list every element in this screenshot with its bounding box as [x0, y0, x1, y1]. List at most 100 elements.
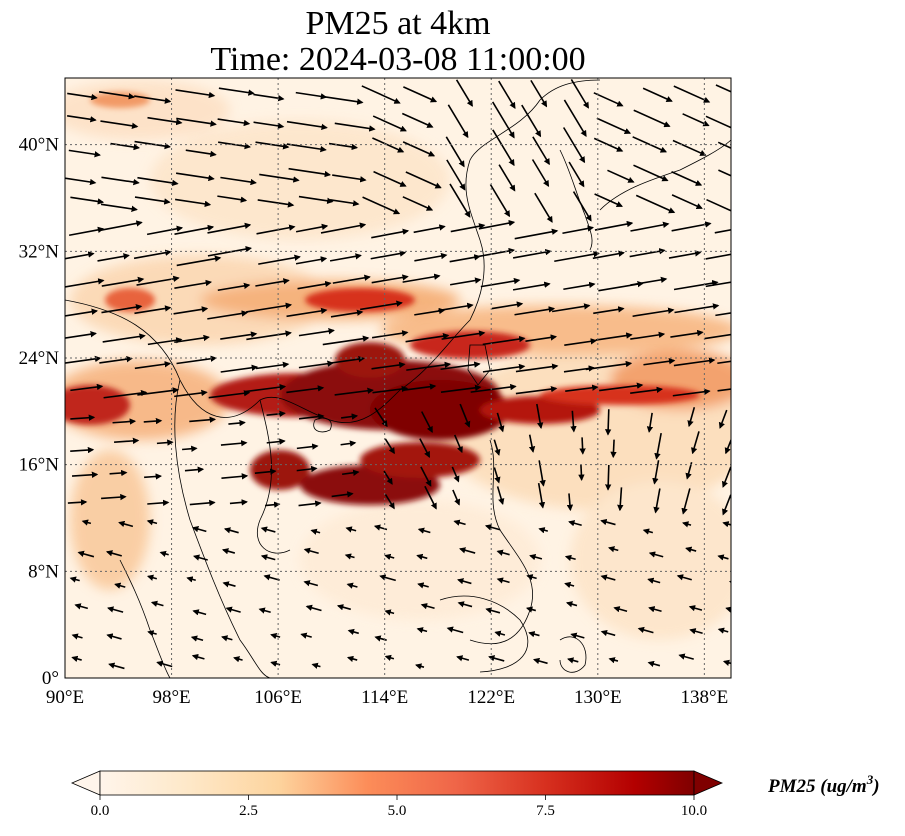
wind-arrow: [222, 581, 236, 588]
wind-arrow: [147, 116, 183, 126]
wind-arrow: [637, 626, 654, 634]
wind-arrow: [70, 446, 95, 454]
wind-arrow: [528, 631, 540, 638]
wind-arrow: [478, 220, 516, 230]
wind-arrow: [441, 330, 486, 340]
wind-arrow: [190, 635, 204, 642]
wind-arrow: [264, 501, 281, 508]
wind-arrow: [257, 199, 295, 208]
wind-arrow: [538, 527, 549, 534]
wind-arrow: [415, 663, 425, 670]
colorbar-label-close: ): [871, 776, 879, 797]
wind-arrow: [107, 606, 124, 613]
wind-arrow: [681, 488, 691, 515]
wind-arrow: [362, 196, 401, 215]
wind-arrow: [437, 302, 474, 312]
wind-arrow: [633, 109, 671, 128]
wind-arrow: [147, 499, 170, 506]
wind-arrow: [383, 470, 393, 485]
wind-arrow: [420, 411, 433, 434]
wind-arrow: [653, 488, 661, 514]
wind-arrow: [65, 177, 97, 186]
wind-arrow: [452, 489, 461, 506]
wind-arrow: [102, 333, 146, 343]
colorbar-label-main: PM25 (ug/m: [767, 776, 867, 797]
wind-arrow: [687, 407, 696, 428]
lat-tick-label: 16°N: [19, 455, 60, 476]
wind-arrow: [336, 604, 351, 611]
wind-arrow: [101, 303, 143, 314]
wind-arrow: [562, 127, 586, 164]
wind-arrow: [254, 468, 277, 475]
wind-arrow: [706, 198, 731, 212]
wind-arrow: [705, 115, 731, 129]
wind-arrow: [420, 466, 432, 487]
wind-arrow: [491, 101, 515, 139]
wind-arrow: [68, 149, 101, 158]
wind-arrow: [405, 333, 450, 343]
wind-arrow: [632, 136, 668, 153]
wind-arrow: [100, 120, 139, 129]
wind-arrow: [71, 471, 99, 478]
wind-arrow: [705, 281, 731, 288]
wind-arrow: [371, 274, 409, 284]
wind-arrow: [137, 176, 179, 187]
wind-arrow: [676, 574, 692, 581]
wind-arrow: [69, 576, 80, 583]
wind-arrow: [685, 546, 697, 553]
wind-arrow: [402, 273, 441, 283]
lon-tick-label: 90°E: [46, 687, 84, 708]
wind-arrow: [101, 493, 127, 501]
wind-arrow: [156, 660, 173, 668]
wind-arrow: [416, 627, 428, 634]
wind-arrow: [175, 198, 212, 208]
wind-arrow: [567, 657, 579, 664]
colorbar-label: PM25 (ug/m3): [767, 772, 880, 797]
wind-arrow: [286, 143, 327, 153]
wind-arrow: [259, 173, 300, 183]
wind-arrow: [101, 276, 145, 287]
wind-arrow: [174, 389, 208, 398]
wind-arrow: [419, 438, 431, 459]
wind-arrow: [371, 361, 406, 370]
wind-arrow: [331, 355, 365, 364]
wind-arrow: [673, 279, 719, 291]
wind-arrow: [530, 79, 548, 108]
wind-arrow: [334, 387, 374, 396]
lat-tick-label: 40°N: [19, 135, 60, 156]
wind-arrow: [449, 254, 481, 263]
wind-arrow: [106, 633, 122, 640]
wind-arrow: [186, 576, 196, 583]
wind-arrow: [266, 410, 286, 418]
wind-arrow: [296, 465, 318, 473]
wind-arrow: [566, 493, 574, 512]
wind-arrow: [599, 382, 644, 392]
wind-arrow: [593, 92, 624, 107]
wind-arrow: [714, 228, 731, 234]
wind-arrow: [347, 628, 359, 636]
wind-arrow: [630, 331, 666, 340]
wind-arrow: [445, 136, 465, 168]
japan-outline: [599, 139, 731, 211]
wind-arrow: [635, 194, 676, 214]
wind-arrow: [288, 167, 332, 178]
wind-arrow: [604, 409, 612, 436]
wind-arrow: [321, 95, 364, 105]
wind-arrow: [534, 192, 553, 223]
wind-arrow: [100, 220, 143, 231]
wind-arrow: [295, 91, 328, 100]
wind-arrow: [379, 574, 396, 582]
wind-arrow: [498, 164, 516, 192]
wind-arrow: [643, 358, 676, 366]
wind-arrow: [570, 410, 577, 433]
wind-arrow: [525, 334, 558, 342]
wind-arrow: [340, 440, 357, 447]
wind-arrow: [260, 554, 276, 561]
wind-arrow: [346, 655, 358, 663]
wind-arrow: [564, 338, 598, 346]
wind-arrow: [114, 582, 126, 589]
wind-arrow: [564, 581, 575, 589]
lon-tick-label: 114°E: [361, 687, 408, 708]
wind-arrow: [296, 443, 319, 450]
wind-arrow: [71, 655, 82, 662]
